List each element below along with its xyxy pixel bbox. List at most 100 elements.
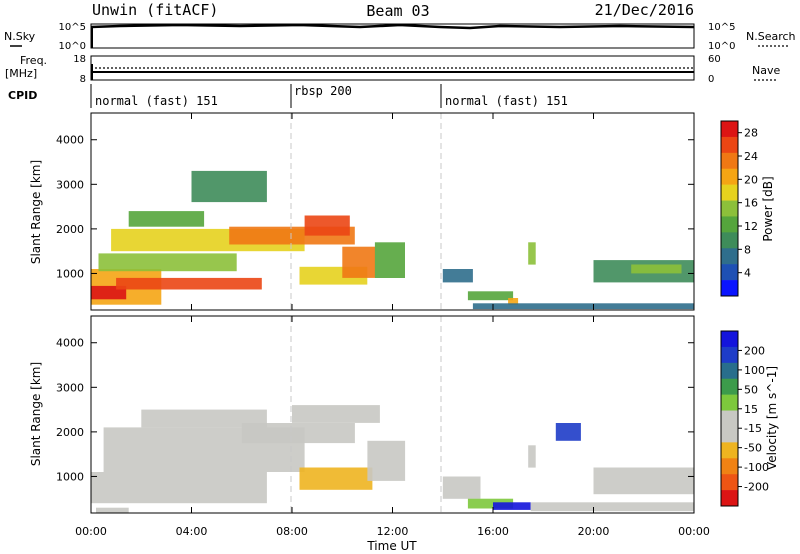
- freq-tick-bottom: 8: [80, 74, 86, 85]
- power-heatmap: [91, 170, 694, 310]
- power-colorbar-block: [721, 200, 738, 217]
- nsky-tick-bottom: 10^0: [59, 41, 86, 52]
- power-colorbar-block: [721, 248, 738, 265]
- velocity-region-7: [367, 440, 406, 481]
- power-colorbar-block: [721, 152, 738, 170]
- x-tick-label: 12:00: [377, 525, 409, 538]
- power-colorbar-tick: 8: [744, 243, 751, 256]
- power-colorbar-tick: 4: [744, 267, 751, 280]
- velocity-region-4: [241, 423, 355, 444]
- x-tick-label: 04:00: [176, 525, 208, 538]
- cpid-segment-2: rbsp 200: [294, 84, 352, 98]
- power-colorbar-block: [721, 264, 738, 281]
- velocity-colorbar-block: [721, 442, 738, 459]
- x-tick-label: 16:00: [477, 525, 509, 538]
- power-colorbar-block: [721, 280, 738, 297]
- velocity-colorbar-block: [721, 490, 738, 507]
- velocity-colorbar-block: [721, 378, 738, 395]
- x-tick-label: 00:00: [678, 525, 710, 538]
- velocity-region-13: [593, 467, 694, 495]
- velocity-colorbar-tick: 50: [744, 383, 758, 396]
- velocity-region-14: [555, 423, 581, 441]
- velocity-colorbar-block: [721, 426, 738, 443]
- nsky-strip: N.Sky 10^5 10^0 10^5 10^0 N.Search: [4, 22, 796, 52]
- velocity-ytick-label: 2000: [56, 426, 84, 439]
- velocity-ytick-label: 4000: [56, 337, 84, 350]
- power-region-7: [128, 211, 205, 227]
- nsky-tick-top: 10^5: [59, 22, 86, 33]
- velocity-ylabel: Slant Range [km]: [29, 362, 43, 466]
- nsearch-tick-top: 10^5: [708, 22, 735, 33]
- power-region-8: [191, 170, 267, 203]
- power-panel: 1000 2000 3000 4000 Slant Range [km]: [29, 112, 695, 311]
- cpid-strip: CPID normal (fast) 151 rbsp 200 normal (…: [8, 84, 568, 108]
- nsky-trace: [90, 23, 695, 30]
- x-tick-label: 00:00: [75, 525, 107, 538]
- power-colorbar-tick: 24: [744, 150, 758, 163]
- date-title: 21/Dec/2016: [595, 1, 694, 19]
- power-region-14: [508, 298, 519, 305]
- velocity-colorbar-block: [721, 458, 738, 475]
- velocity-ytick-label: 3000: [56, 381, 84, 394]
- nsearch-tick-bottom: 10^0: [708, 41, 735, 52]
- power-colorbar-block: [721, 232, 738, 249]
- power-region-16: [528, 242, 536, 265]
- nave-tick-top: 60: [708, 54, 721, 65]
- cpid-segment-3: normal (fast) 151: [445, 94, 568, 108]
- power-ytick-label: 2000: [56, 223, 84, 236]
- velocity-region-10: [493, 502, 531, 510]
- power-colorbar-tick: 12: [744, 220, 758, 233]
- power-region-3: [98, 253, 237, 272]
- power-region-11: [374, 242, 405, 278]
- velocity-y-axis: 1000 2000 3000 4000: [56, 337, 694, 483]
- power-region-12: [442, 269, 473, 283]
- power-ytick-label: 4000: [56, 134, 84, 147]
- power-region-13: [467, 291, 514, 301]
- velocity-colorbar: 200 100 50 15 -15 -50 -100 -200 Velocity [m s^-…: [720, 330, 779, 507]
- power-colorbar-label: Power [dB]: [761, 176, 775, 241]
- power-colorbar-tick: 20: [744, 173, 758, 186]
- velocity-heatmap: [91, 405, 694, 513]
- power-region-6: [304, 215, 350, 236]
- power-colorbar-tick: 28: [744, 127, 758, 140]
- velocity-panel: 1000 2000 3000 4000 Slant Range [km]: [29, 315, 695, 514]
- station-title: Unwin (fitACF): [92, 1, 218, 19]
- x-axis-label: Time UT: [366, 539, 417, 553]
- power-colorbar-block: [721, 121, 738, 138]
- velocity-region-12: [530, 502, 694, 512]
- velocity-region-8: [442, 476, 481, 499]
- velocity-colorbar-tick: -100: [744, 461, 769, 474]
- cpid-label: CPID: [8, 89, 37, 102]
- velocity-region-3: [96, 507, 129, 513]
- velocity-ytick-label: 1000: [56, 470, 84, 483]
- power-colorbar-block: [721, 216, 738, 233]
- power-region-2: [116, 277, 262, 290]
- velocity-region-6: [299, 467, 373, 490]
- freq-label-2: [MHz]: [5, 67, 37, 80]
- power-region-18: [631, 264, 682, 274]
- velocity-region-0: [91, 472, 267, 504]
- velocity-region-9: [467, 498, 514, 509]
- power-ytick-label: 3000: [56, 178, 84, 191]
- velocity-colorbar-tick: -200: [744, 481, 769, 494]
- velocity-colorbar-block: [721, 362, 738, 380]
- velocity-colorbar-label: Velocity [m s^-1]: [765, 366, 779, 470]
- power-colorbar-block: [721, 168, 738, 185]
- velocity-colorbar-tick: -50: [744, 442, 762, 455]
- freq-tick-top: 18: [73, 54, 86, 65]
- velocity-colorbar-tick: 15: [744, 403, 758, 416]
- velocity-region-5: [292, 405, 380, 423]
- power-region-15: [472, 303, 694, 310]
- beam-title: Beam 03: [366, 2, 429, 20]
- velocity-colorbar-block: [721, 346, 738, 364]
- power-colorbar-tick: 16: [744, 197, 758, 210]
- power-ylabel: Slant Range [km]: [29, 160, 43, 264]
- nsky-label: N.Sky: [4, 30, 36, 43]
- power-ytick-label: 1000: [56, 267, 84, 280]
- velocity-colorbar-block: [721, 474, 738, 491]
- freq-strip: Freq. [MHz] 18 8 60 0 Nave: [5, 54, 780, 85]
- power-colorbar: 4 8 12 16 20 24 28 Power [dB]: [720, 120, 775, 297]
- x-axis: 00:00 04:00 08:00 12:00 16:00 20:00 00:00: [75, 113, 710, 538]
- velocity-colorbar-tick: 100: [744, 364, 765, 377]
